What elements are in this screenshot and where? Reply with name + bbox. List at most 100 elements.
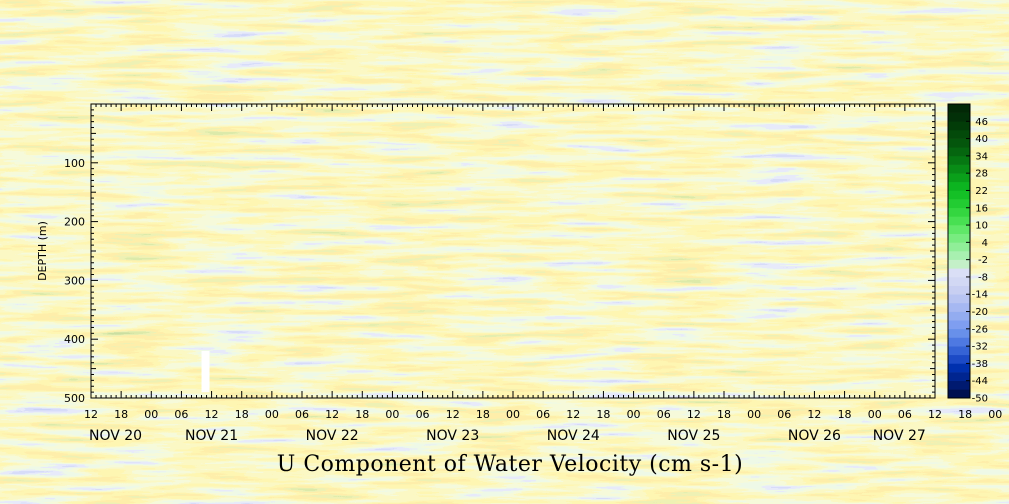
x-date-label: NOV 24 [547, 428, 600, 444]
year-label: YEAR : 2010 [90, 50, 155, 61]
colorbar-swatch [948, 259, 970, 269]
x-tick-label: 12 [205, 408, 219, 421]
y-tick-labels: 100 200 300 400 500 [64, 157, 85, 405]
x-tick-label: 18 [476, 408, 490, 421]
colorbar-swatch [948, 276, 970, 286]
colorbar-swatch [948, 242, 970, 252]
x-tick-label: 06 [295, 408, 309, 421]
colorbar-label: -20 [972, 307, 988, 318]
x-tick-labels: 12 18 00 06 12 18 00 06 12 18 00 06 12 18 00 06 12 18 00 06… [84, 408, 1002, 421]
x-tick-label: 18 [355, 408, 369, 421]
colorbar-swatch [948, 302, 970, 312]
x-date-label: NOV 27 [873, 428, 926, 444]
x-tick-label: 00 [385, 408, 399, 421]
x-tick-label: 00 [506, 408, 520, 421]
colorbar-swatch [948, 173, 970, 183]
x-date-label: NOV 21 [185, 428, 238, 444]
colorbar-label: 28 [975, 169, 988, 180]
colorbar-label: 4 [982, 238, 988, 249]
colorbar-swatch [948, 164, 970, 174]
colorbar-swatch [948, 147, 970, 157]
y-tick-label: 400 [64, 333, 85, 346]
longitude-label: LONGITUDE : 122W(-122) [90, 24, 225, 35]
colorbar-swatch [948, 190, 970, 200]
x-tick-label: 06 [174, 408, 188, 421]
x-tick-label: 00 [627, 408, 641, 421]
colorbar-swatch [948, 380, 970, 390]
colorbar-label: -8 [978, 272, 988, 283]
x-tick-label: 18 [717, 408, 731, 421]
colorbar-swatch [948, 354, 970, 364]
colorbar-label: -32 [972, 342, 988, 353]
x-tick-label: 12 [928, 408, 942, 421]
colorbar-swatch [948, 112, 970, 122]
axis-ticks [90, 103, 936, 399]
colorbar-swatch [948, 337, 970, 347]
colorbar-swatch [948, 285, 970, 295]
x-tick-label: 12 [807, 408, 821, 421]
colorbar-swatch [948, 294, 970, 304]
x-tick-label: 18 [958, 408, 972, 421]
chart-title: U Component of Water Velocity (cm s-1) [276, 452, 744, 477]
colorbar-swatch [948, 199, 970, 209]
y-axis-label: DEPTH (m) [36, 221, 49, 281]
latitude-label: LATITUDE : 36.8N [90, 37, 183, 48]
colorbar-swatch [948, 121, 970, 131]
colorbar-swatch [948, 233, 970, 243]
data-gap [201, 350, 210, 393]
x-tick-label: 18 [114, 408, 128, 421]
x-date-labels: NOV 20 NOV 21 NOV 22 NOV 23 NOV 24 NOV 25 NOV … [89, 428, 926, 444]
x-date-label: NOV 22 [306, 428, 359, 444]
colorbar-swatch [948, 389, 970, 399]
x-date-label: NOV 26 [788, 428, 841, 444]
colorbar-label: 22 [975, 186, 988, 197]
x-date-label: NOV 23 [426, 428, 479, 444]
x-tick-label: 00 [144, 408, 158, 421]
colorbar-label: 16 [975, 203, 988, 214]
plot-title: Hourly Gridded MBARI Mooring M1 Sea Wate… [226, 68, 710, 81]
colorbar-swatch [948, 129, 970, 139]
colorbar-swatch [948, 372, 970, 382]
x-date-label: NOV 20 [89, 428, 142, 444]
colorbar-swatch [948, 311, 970, 321]
colorbar-swatch [948, 251, 970, 260]
colorbar-swatch [948, 328, 970, 338]
x-tick-label: 12 [325, 408, 339, 421]
colorbar-swatch [948, 225, 970, 235]
colorbar-label: -44 [972, 376, 988, 387]
x-tick-label: 00 [747, 408, 761, 421]
x-date-label: NOV 25 [667, 428, 720, 444]
y-tick-label: 500 [64, 392, 85, 405]
x-tick-label: 12 [566, 408, 580, 421]
colorbar-label: -2 [978, 255, 988, 266]
colorbar-label: -26 [972, 324, 988, 335]
colorbar-label: -50 [972, 394, 988, 405]
x-tick-label: 12 [84, 408, 98, 421]
colorbar-frame [947, 103, 971, 399]
x-tick-label: 06 [898, 408, 912, 421]
colorbar-label: -38 [972, 359, 988, 370]
colorbar-label: -14 [972, 290, 988, 301]
colorbar-label: 40 [975, 134, 988, 145]
colorbar-swatch [948, 363, 970, 373]
x-tick-label: 18 [838, 408, 852, 421]
x-tick-label: 00 [868, 408, 882, 421]
x-tick-label: 12 [446, 408, 460, 421]
colorbar-swatch [948, 104, 970, 113]
colorbar-swatch [948, 207, 970, 217]
colorbar-swatch [948, 155, 970, 165]
colorbar-label: 34 [975, 151, 988, 162]
colorbar-swatch [948, 346, 970, 356]
velocity-field [121, 109, 935, 393]
colorbar-label: 46 [975, 117, 988, 128]
y-tick-label: 300 [64, 274, 85, 287]
x-tick-label: 06 [416, 408, 430, 421]
x-tick-label: 18 [235, 408, 249, 421]
y-tick-label: 100 [64, 157, 85, 170]
colorbar-swatch [948, 268, 970, 278]
colorbar-swatch [948, 216, 970, 226]
colorbar-swatch [948, 320, 970, 330]
x-tick-label: 00 [265, 408, 279, 421]
